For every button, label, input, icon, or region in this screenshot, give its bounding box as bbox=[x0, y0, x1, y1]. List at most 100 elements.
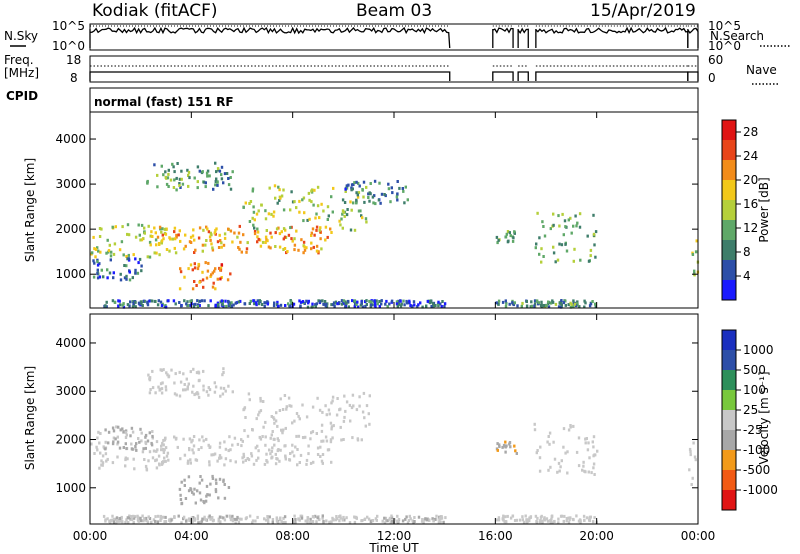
heatmap-cell bbox=[97, 430, 100, 434]
heatmap-cell bbox=[165, 454, 169, 458]
heatmap-cell bbox=[245, 250, 248, 254]
heatmap-cell bbox=[279, 448, 282, 452]
heatmap-cell bbox=[161, 227, 164, 231]
heatmap-cell bbox=[506, 230, 510, 233]
heatmap-cell bbox=[201, 249, 204, 253]
heatmap-cell bbox=[568, 518, 571, 522]
heatmap-cell bbox=[547, 305, 551, 309]
heatmap-cell bbox=[538, 236, 541, 240]
heatmap-cell bbox=[107, 441, 110, 445]
heatmap-cell bbox=[98, 235, 102, 238]
colorbar-segment bbox=[722, 490, 736, 510]
heatmap-cell bbox=[229, 448, 232, 452]
heatmap-cell bbox=[264, 518, 268, 522]
heatmap-cell bbox=[387, 187, 391, 191]
heatmap-cell bbox=[263, 517, 266, 521]
heatmap-cell bbox=[178, 301, 181, 304]
heatmap-cell bbox=[94, 255, 97, 259]
heatmap-cell bbox=[254, 519, 257, 523]
heatmap-cell bbox=[272, 304, 276, 308]
heatmap-cell bbox=[138, 302, 141, 306]
heatmap-cell bbox=[576, 303, 579, 307]
heatmap-cell bbox=[240, 444, 243, 448]
heatmap-cell bbox=[345, 400, 349, 404]
heatmap-cell bbox=[552, 223, 555, 227]
heatmap-cell bbox=[98, 227, 102, 230]
heatmap-cell bbox=[162, 443, 165, 447]
heatmap-cell bbox=[224, 457, 228, 461]
heatmap-cell bbox=[107, 249, 111, 253]
heatmap-cell bbox=[112, 252, 116, 256]
heatmap-cell bbox=[179, 457, 182, 461]
heatmap-cell bbox=[223, 483, 226, 486]
heatmap-cell bbox=[293, 237, 296, 241]
heatmap-cell bbox=[102, 445, 105, 449]
heatmap-cell bbox=[138, 257, 142, 261]
heatmap-cell bbox=[148, 450, 152, 454]
heatmap-cell bbox=[509, 445, 512, 449]
heatmap-cell bbox=[237, 231, 241, 235]
heatmap-cell bbox=[225, 304, 228, 308]
heatmap-cell bbox=[124, 464, 127, 468]
heatmap-cell bbox=[106, 517, 109, 521]
heatmap-cell bbox=[167, 374, 171, 378]
heatmap-cell bbox=[592, 466, 595, 470]
heatmap-cell bbox=[575, 514, 578, 518]
heatmap-cell bbox=[578, 212, 582, 216]
heatmap-cell bbox=[390, 299, 394, 303]
heatmap-cell bbox=[294, 518, 297, 521]
heatmap-cell bbox=[566, 450, 569, 454]
noise-sky-line bbox=[517, 27, 529, 48]
heatmap-cell bbox=[220, 245, 223, 249]
heatmap-cell bbox=[497, 238, 500, 242]
heatmap-cell bbox=[161, 381, 164, 385]
heatmap-cell bbox=[204, 518, 208, 522]
heatmap-cell bbox=[101, 454, 105, 458]
heatmap-cell bbox=[185, 377, 188, 381]
heatmap-cell bbox=[340, 217, 343, 221]
colorbar-segment bbox=[722, 120, 736, 140]
heatmap-cell bbox=[272, 210, 276, 214]
heatmap-cell bbox=[219, 386, 223, 390]
heatmap-cell bbox=[299, 305, 302, 309]
heatmap-cell bbox=[160, 164, 163, 168]
heatmap-cell bbox=[166, 176, 170, 180]
heatmap-cell bbox=[193, 517, 196, 521]
heatmap-cell bbox=[358, 184, 361, 188]
heatmap-cell bbox=[540, 247, 543, 251]
heatmap-cell bbox=[395, 195, 399, 199]
heatmap-cell bbox=[233, 517, 236, 521]
heatmap-cell bbox=[155, 449, 158, 453]
heatmap-cell bbox=[157, 454, 161, 458]
heatmap-cell bbox=[164, 175, 167, 179]
heatmap-cell bbox=[690, 483, 693, 486]
heatmap-cell bbox=[188, 240, 192, 244]
heatmap-cell bbox=[193, 280, 196, 283]
heatmap-cell bbox=[237, 520, 241, 524]
heatmap-cell bbox=[144, 446, 147, 450]
heatmap-cell bbox=[329, 440, 333, 444]
heatmap-cell bbox=[98, 466, 101, 470]
heatmap-cell bbox=[351, 299, 354, 303]
heatmap-cell bbox=[584, 437, 587, 441]
heatmap-cell bbox=[179, 380, 183, 384]
heatmap-cell bbox=[123, 276, 127, 280]
heatmap-cell bbox=[209, 275, 212, 278]
heatmap-cell bbox=[244, 201, 247, 205]
heatmap-cell bbox=[256, 227, 259, 231]
heatmap-cell bbox=[192, 228, 195, 232]
noise-sky-line bbox=[89, 26, 451, 49]
xtick-label: 00:00 bbox=[681, 529, 716, 543]
heatmap-cell bbox=[192, 492, 195, 496]
heatmap-cell bbox=[172, 165, 175, 169]
heatmap-cell bbox=[295, 229, 298, 233]
power-panel-frame bbox=[89, 111, 699, 309]
heatmap-cell bbox=[256, 235, 259, 239]
heatmap-cell bbox=[262, 400, 265, 403]
heatmap-cell bbox=[274, 419, 278, 423]
heatmap-cell bbox=[567, 303, 570, 307]
heatmap-cell bbox=[163, 438, 167, 442]
heatmap-cell bbox=[325, 519, 328, 523]
heatmap-cell bbox=[240, 250, 243, 254]
